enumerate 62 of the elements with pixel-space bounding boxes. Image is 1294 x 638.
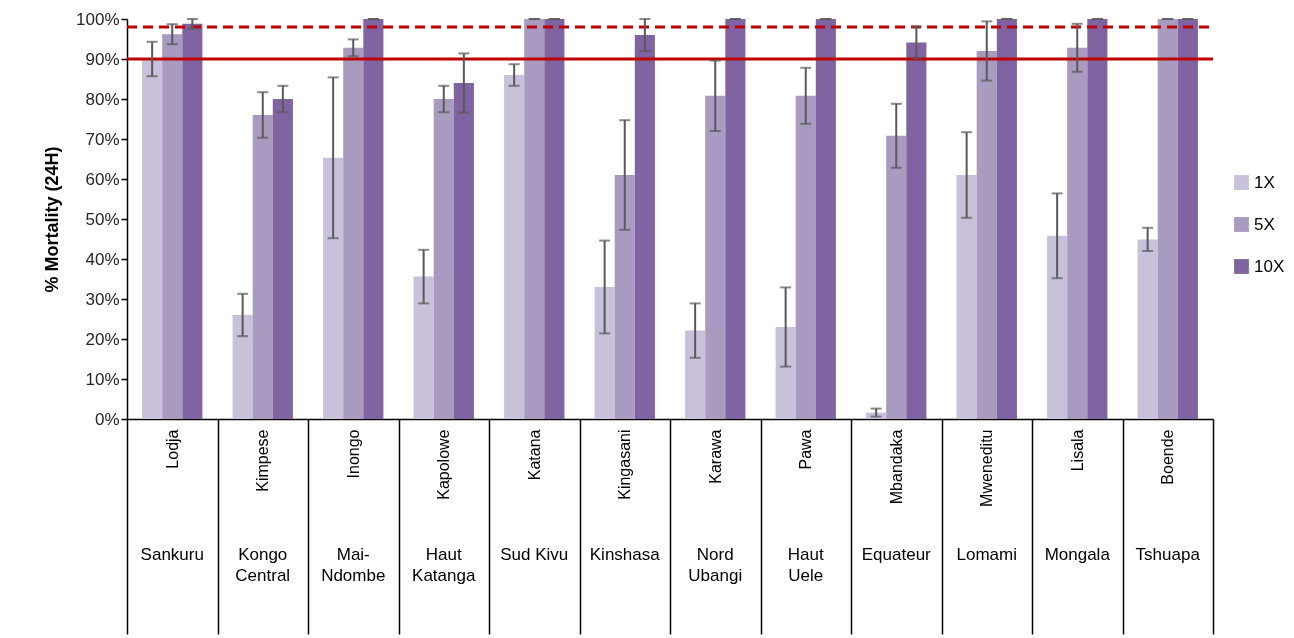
- category-label: Lodja Sankuru: [140, 429, 204, 564]
- bar: [1177, 19, 1198, 419]
- bar: [544, 19, 565, 419]
- bar: [1047, 235, 1068, 419]
- bar: [413, 276, 434, 419]
- y-tick-label: 40%: [85, 249, 120, 269]
- y-tick-label: 100%: [76, 9, 120, 29]
- bar: [323, 157, 344, 419]
- bar: [996, 19, 1017, 419]
- bar: [906, 42, 927, 419]
- bar: [775, 327, 796, 419]
- bar: [252, 115, 273, 419]
- bar: [453, 83, 474, 419]
- y-tick-label: 10%: [85, 369, 120, 389]
- bar: [594, 287, 615, 419]
- y-tick-label: 70%: [85, 129, 120, 149]
- category-label: Inongo Mai- Ndombe: [321, 429, 386, 585]
- bar: [956, 175, 977, 419]
- bar: [343, 47, 364, 419]
- bar: [142, 59, 163, 419]
- bar: [363, 19, 384, 419]
- bar: [685, 330, 706, 419]
- bar: [1067, 47, 1088, 419]
- category-label: Mbandaka Equateur: [861, 429, 931, 564]
- category-label: Kapolowe Haut Katanga: [412, 429, 476, 585]
- category-label: Kimpese Kongo Central: [235, 429, 291, 585]
- bar: [614, 175, 635, 419]
- y-tick-label: 0%: [94, 409, 120, 429]
- category-label: Karawa Nord Ubangi: [688, 429, 743, 585]
- bar: [815, 19, 836, 419]
- bar: [1087, 19, 1108, 419]
- y-tick-label: 60%: [85, 169, 120, 189]
- y-axis-title: % Mortality (24H): [42, 146, 63, 293]
- bar: [886, 135, 907, 419]
- y-tick-label: 90%: [85, 49, 120, 69]
- category-label: Lisala Mongala: [1044, 429, 1110, 564]
- category-label: Mweneditu Lomami: [956, 429, 1017, 564]
- bar: [433, 99, 454, 419]
- category-label: Kingasani Kinshasa: [589, 429, 660, 564]
- bar: [1137, 239, 1158, 419]
- legend-label: 5X: [1254, 214, 1275, 234]
- bar: [705, 95, 726, 419]
- y-tick-label: 20%: [85, 329, 120, 349]
- bar: [524, 19, 545, 419]
- bar: [725, 19, 746, 419]
- bar: [232, 315, 253, 419]
- bar: [162, 34, 183, 419]
- legend-label: 1X: [1254, 172, 1275, 192]
- y-tick-label: 30%: [85, 289, 120, 309]
- bar: [634, 35, 655, 419]
- bar: [795, 95, 816, 419]
- bar: [976, 51, 997, 419]
- category-label: Katana Sud Kivu: [500, 429, 569, 564]
- bar: [504, 75, 525, 419]
- y-tick-label: 80%: [85, 89, 120, 109]
- category-label: Pawa Haut Uele: [787, 429, 824, 585]
- category-label: Boende Tshuapa: [1135, 429, 1200, 564]
- y-tick-label: 50%: [85, 209, 120, 229]
- bar: [182, 23, 203, 419]
- legend-label: 10X: [1254, 256, 1285, 276]
- bar: [272, 99, 293, 419]
- bar: [1157, 19, 1178, 419]
